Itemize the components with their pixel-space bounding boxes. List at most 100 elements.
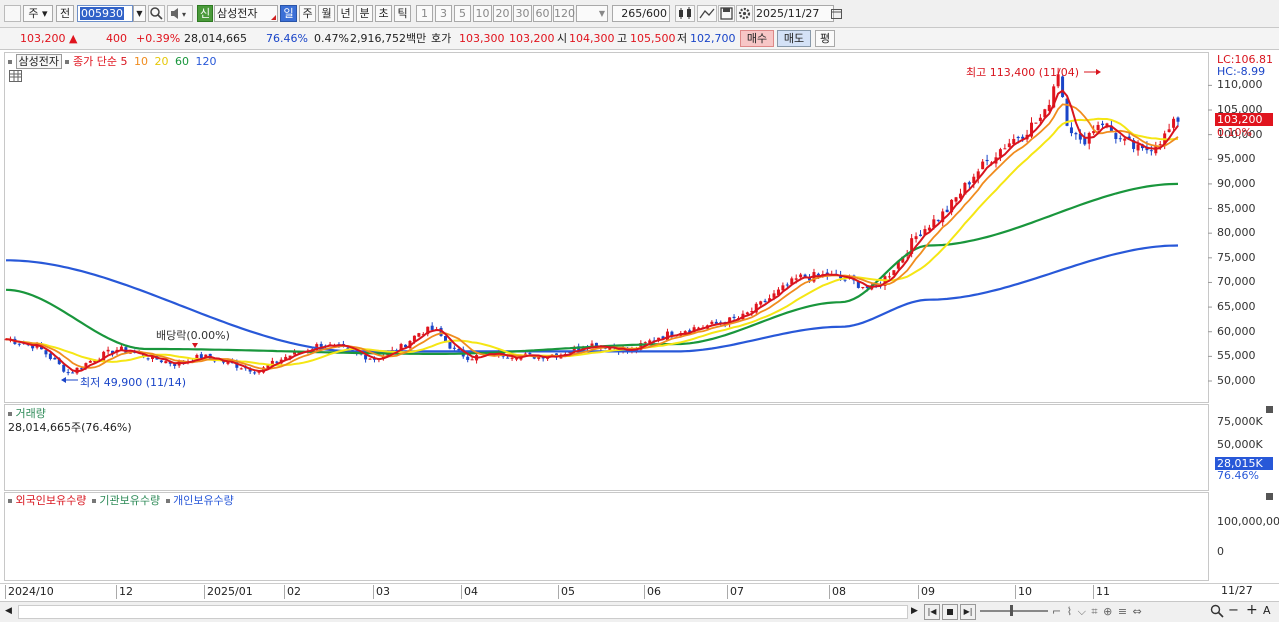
- x-axis-label: 02: [284, 585, 301, 599]
- legend-square-icon: [8, 60, 12, 64]
- chevron-down-icon: ▼: [598, 9, 605, 18]
- interval-10-button[interactable]: 10: [473, 5, 492, 22]
- stock-name-field[interactable]: 삼성전자: [214, 5, 278, 22]
- ma-legend-title[interactable]: 종가 단순: [72, 55, 117, 68]
- interval-1-button[interactable]: 1: [416, 5, 433, 22]
- individual-holdings-legend[interactable]: 개인보유수량: [173, 494, 234, 507]
- volume-value-text: 28,014,665주(76.46%): [8, 421, 132, 434]
- ma60-legend: 60: [174, 55, 189, 68]
- window-icon[interactable]: [4, 5, 21, 22]
- volume-title-label[interactable]: 거래량: [15, 407, 46, 420]
- price-tick-label: 90,000: [1217, 176, 1256, 190]
- x-axis-label: 07: [727, 585, 744, 599]
- price-tick-label: 80,000: [1217, 226, 1256, 240]
- zoom-slider-handle[interactable]: [1010, 605, 1013, 616]
- table-view-icon[interactable]: [9, 70, 22, 82]
- price-tick-label: 75,000: [1217, 250, 1256, 264]
- x-axis-label: 2024/10: [5, 585, 54, 599]
- trading-amount: 2,916,752백만: [350, 32, 427, 45]
- price-tick-label: 55,000: [1217, 349, 1256, 363]
- stop-icon[interactable]: [942, 604, 958, 620]
- code-dropdown-arrow[interactable]: ▼: [133, 5, 146, 22]
- price-chart-pane[interactable]: [4, 52, 1209, 403]
- date-value: 2025/11/27: [756, 7, 820, 20]
- ma120-legend: 120: [195, 55, 217, 68]
- date-input[interactable]: 2025/11/27: [754, 5, 842, 22]
- low-price: 102,700: [690, 32, 736, 45]
- interval-5-button[interactable]: 5: [454, 5, 471, 22]
- price-legend: 삼성전자 종가 단순 5 10 20 60 120: [8, 53, 216, 69]
- period-minute-button[interactable]: 분: [356, 5, 373, 22]
- price-tick-label: 70,000: [1217, 275, 1256, 289]
- interval-20-button[interactable]: 20: [493, 5, 512, 22]
- prev-button[interactable]: 전: [56, 5, 74, 22]
- ask-price: 103,200: [509, 32, 555, 45]
- period-weekly-button[interactable]: 주: [299, 5, 316, 22]
- corner-mark-icon: [271, 15, 276, 20]
- current-price: 103,200 ▲: [20, 31, 77, 47]
- low-label: 저: [677, 32, 688, 45]
- high-price: 105,500: [630, 32, 676, 45]
- price-tick-label: 110,000: [1217, 78, 1263, 92]
- period-daily-button[interactable]: 일: [280, 5, 297, 22]
- x-axis-label: 03: [373, 585, 390, 599]
- period-tick-button[interactable]: 틱: [394, 5, 411, 22]
- jump-end-icon[interactable]: ▶|: [960, 604, 976, 620]
- up-arrow-icon: ▲: [69, 32, 78, 45]
- speaker-icon[interactable]: ▾: [167, 5, 193, 22]
- market-type-dropdown[interactable]: 주 ▾: [23, 5, 53, 22]
- pane-close-icon[interactable]: [1266, 406, 1273, 413]
- jump-start-icon[interactable]: |◀: [924, 604, 940, 620]
- scroll-track[interactable]: [18, 605, 908, 619]
- x-axis-label: 05: [558, 585, 575, 599]
- holdings-tick-100m: 100,000,00: [1217, 515, 1279, 528]
- holdings-pane[interactable]: [4, 492, 1209, 581]
- draw-tool-icon[interactable]: [697, 5, 717, 22]
- interval-3-button[interactable]: 3: [435, 5, 452, 22]
- volume-pane[interactable]: [4, 404, 1209, 491]
- save-icon[interactable]: [718, 5, 735, 22]
- ma5-legend: 5: [120, 55, 128, 68]
- price-tick-label: 60,000: [1217, 324, 1256, 338]
- sell-button[interactable]: 매도: [777, 30, 811, 47]
- stock-name-legend[interactable]: 삼성전자: [15, 54, 62, 69]
- current-price-value: 103,200: [20, 32, 66, 45]
- zoom-slider[interactable]: [980, 605, 1048, 616]
- drawing-tools[interactable]: ⌐ ⌇ ⌵ ⌗ ⊕ ≡ ⇔: [1052, 605, 1143, 618]
- ma20-legend: 20: [154, 55, 169, 68]
- scroll-right-icon[interactable]: ▶: [911, 606, 918, 616]
- price-change: 400: [106, 32, 127, 45]
- holdings-tick-0: 0: [1217, 545, 1224, 558]
- holdings-legend: 외국인보유수량 기관보유수량 개인보유수량: [8, 492, 234, 508]
- bar-count-input[interactable]: 265/600: [612, 5, 670, 22]
- volume-tick-75000k: 75,000K: [1217, 415, 1263, 428]
- candle-type-icon[interactable]: [675, 5, 695, 22]
- bottom-scrollbar[interactable]: ◀ ▶ |◀ ▶| ⌐ ⌇ ⌵ ⌗ ⊕ ≡ ⇔ − + A: [0, 601, 1279, 622]
- price-tick-label: 85,000: [1217, 201, 1256, 215]
- zoom-out-icon[interactable]: −: [1228, 603, 1239, 618]
- interval-dropdown[interactable]: ▼: [576, 5, 608, 22]
- period-monthly-button[interactable]: 월: [318, 5, 335, 22]
- font-size-icon[interactable]: A: [1263, 604, 1271, 617]
- bar-count-max: /600: [642, 7, 667, 20]
- min-price-annotation: 최저 49,900 (11/14): [80, 376, 187, 389]
- stock-code-input[interactable]: 005930: [77, 5, 133, 22]
- period-second-button[interactable]: 초: [375, 5, 392, 22]
- interval-120-button[interactable]: 120: [553, 5, 575, 22]
- search-icon[interactable]: [148, 5, 165, 22]
- legend-square-icon: [8, 412, 12, 416]
- foreign-holdings-legend[interactable]: 외국인보유수량: [15, 494, 87, 507]
- institution-holdings-legend[interactable]: 기관보유수량: [99, 494, 161, 507]
- interval-60-button[interactable]: 60: [533, 5, 552, 22]
- svg-text:▾: ▾: [182, 10, 186, 19]
- pane-close-icon[interactable]: [1266, 493, 1273, 500]
- price-change-pct: +0.39%: [136, 32, 181, 45]
- turnover-pct: 0.47%: [314, 32, 349, 45]
- gear-icon[interactable]: [736, 5, 753, 22]
- scroll-left-icon[interactable]: ◀: [5, 606, 12, 616]
- zoom-in-icon[interactable]: +: [1246, 602, 1258, 618]
- eval-button[interactable]: 평: [815, 30, 835, 47]
- buy-button[interactable]: 매수: [740, 30, 774, 47]
- interval-30-button[interactable]: 30: [513, 5, 532, 22]
- period-yearly-button[interactable]: 년: [337, 5, 354, 22]
